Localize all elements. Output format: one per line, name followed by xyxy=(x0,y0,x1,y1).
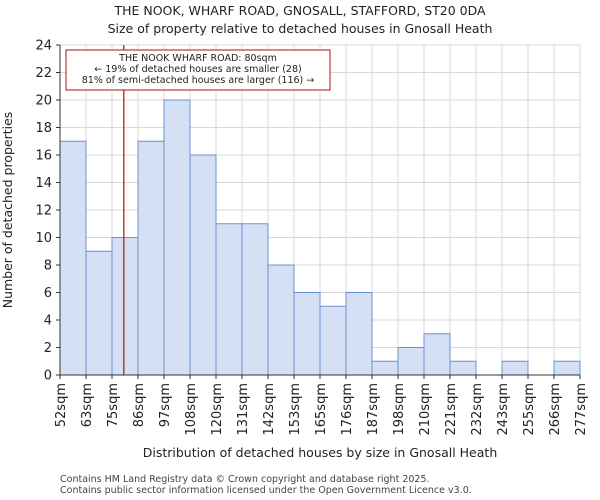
histogram-bar xyxy=(501,360,529,376)
x-tick-label: 232sqm xyxy=(470,383,485,436)
x-tick-label: 187sqm xyxy=(366,383,381,436)
y-tick-label: 8 xyxy=(44,259,52,274)
histogram-bar xyxy=(345,292,373,376)
histogram-bar xyxy=(111,237,139,376)
annotation-line-2: ← 19% of detached houses are smaller (28… xyxy=(94,64,301,75)
histogram-bar xyxy=(85,250,113,376)
annotation-box xyxy=(65,49,331,91)
footer-copyright: Contains HM Land Registry data © Crown c… xyxy=(60,474,430,485)
footer-licence: Contains public sector information licen… xyxy=(60,485,472,496)
x-tick-label: 165sqm xyxy=(314,383,329,436)
x-tick-label: 221sqm xyxy=(444,383,459,436)
x-tick-label: 176sqm xyxy=(340,383,355,436)
histogram-bar xyxy=(371,360,399,376)
x-axis-label: Distribution of detached houses by size … xyxy=(143,445,498,460)
annotation-line-3: 81% of semi-detached houses are larger (… xyxy=(82,75,315,86)
y-tick-label: 24 xyxy=(35,39,52,54)
chart-title: THE NOOK, WHARF ROAD, GNOSALL, STAFFORD,… xyxy=(114,3,486,18)
chart-subtitle: Size of property relative to detached ho… xyxy=(107,21,493,36)
histogram-bar xyxy=(423,333,451,376)
histogram-bar xyxy=(189,154,217,376)
x-tick-label: 52sqm xyxy=(54,383,69,427)
x-tick-label: 255sqm xyxy=(522,383,537,436)
y-tick-label: 6 xyxy=(44,286,52,301)
y-tick-label: 18 xyxy=(35,121,52,136)
x-tick-label: 153sqm xyxy=(288,383,303,436)
x-tick-label: 198sqm xyxy=(392,383,407,436)
x-tick-label: 108sqm xyxy=(184,383,199,436)
y-tick-label: 12 xyxy=(35,204,52,219)
annotation-line-1: THE NOOK WHARF ROAD: 80sqm xyxy=(118,53,277,64)
y-tick-label: 2 xyxy=(44,341,52,356)
histogram-bar xyxy=(267,264,295,376)
y-tick-label: 0 xyxy=(44,369,52,384)
x-tick-label: 277sqm xyxy=(574,383,589,436)
histogram-bar xyxy=(59,140,87,376)
x-tick-label: 210sqm xyxy=(418,383,433,436)
x-tick-label: 86sqm xyxy=(132,383,147,427)
histogram-bar xyxy=(319,305,347,376)
histogram-bar xyxy=(293,292,321,376)
x-tick-label: 243sqm xyxy=(496,383,511,436)
histogram-bar xyxy=(449,360,477,376)
y-tick-label: 20 xyxy=(35,94,52,109)
histogram-bar xyxy=(137,140,165,376)
histogram-bar xyxy=(215,223,243,376)
y-tick-label: 14 xyxy=(35,176,52,191)
histogram-bar xyxy=(397,347,425,376)
x-tick-label: 131sqm xyxy=(236,383,251,436)
histogram-bar xyxy=(163,99,191,376)
x-tick-label: 266sqm xyxy=(548,383,563,436)
histogram-bar xyxy=(241,223,269,376)
x-tick-label: 142sqm xyxy=(262,383,277,436)
histogram-bar xyxy=(553,360,581,376)
y-tick-label: 10 xyxy=(35,231,52,246)
y-tick-label: 4 xyxy=(44,314,52,329)
x-tick-label: 120sqm xyxy=(210,383,225,436)
y-tick-label: 22 xyxy=(35,66,52,81)
x-tick-label: 97sqm xyxy=(158,383,173,427)
x-tick-label: 63sqm xyxy=(80,383,95,427)
y-tick-label: 16 xyxy=(35,149,52,164)
y-axis-label: Number of detached properties xyxy=(0,112,15,309)
x-tick-label: 75sqm xyxy=(106,383,121,427)
